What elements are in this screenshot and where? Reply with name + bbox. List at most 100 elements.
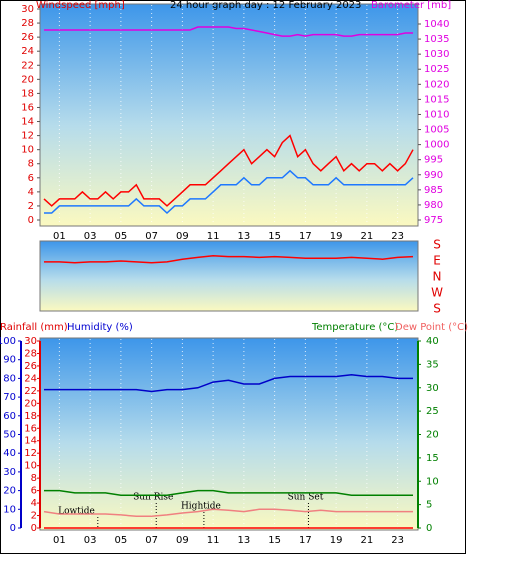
x-tick-label: 07 [145,231,158,242]
x-tick-label: 01 [53,535,66,546]
x-tick-label: 03 [84,231,97,242]
x-tick-label: 03 [84,535,97,546]
x-tick-label: 21 [361,231,374,242]
y-tick-label: 1035 [424,34,449,45]
y-tick-label: 985 [424,185,443,196]
y-tick-label: 50 [3,430,16,441]
y-tick-label: 20 [3,486,16,497]
y-tick-label: 1025 [424,64,449,75]
y-tick-label: 6 [31,486,37,497]
y-tick-label: 995 [424,155,443,166]
y-tick-label: 10 [21,145,34,156]
y-tick-label: 6 [28,173,34,184]
y-tick-label: 990 [424,170,443,181]
y-tick-label: 80 [3,373,16,384]
y-tick-label: 12 [24,448,37,459]
y-tick-label: 15 [426,453,439,464]
series-line [44,169,414,215]
y-tick-label: 26 [24,361,37,372]
baro-axis-label: Barometer [mb] [371,0,451,11]
y-tick-label: 10 [24,461,37,472]
y-tick-label: E [433,254,441,268]
y-tick-label: W [431,286,443,300]
x-tick-label: 05 [115,535,128,546]
annotation: Hightide [181,502,221,512]
y-tick-label: 2 [31,511,37,522]
y-tick-label: 24 [24,373,37,384]
y-tick-label: 1005 [424,125,449,136]
y-tick-label: 5 [426,500,432,511]
y-tick-label: 1030 [424,49,449,60]
y-tick-label: 4 [31,498,37,509]
y-tick-label: 1015 [424,94,449,105]
y-tick-label: 30 [24,336,37,347]
x-tick-label: 17 [299,535,312,546]
x-tick-label: 13 [238,231,251,242]
chart-title: 24 hour graph day : 12 February 2023 [170,0,361,11]
climate-panel [39,337,419,531]
x-tick-label: 15 [268,535,281,546]
y-tick-label: 10 [3,504,16,515]
series-line [44,254,414,264]
y-tick-label: 16 [24,423,37,434]
y-tick-label: 20 [24,398,37,409]
y-tick-label: 1020 [424,79,449,90]
y-tick-label: 26 [21,32,34,43]
y-tick-label: 1040 [424,19,449,30]
series-line [43,134,414,207]
y-tick-label: 0 [31,523,37,534]
direction-panel [39,240,419,312]
y-tick-label: 18 [21,88,34,99]
y-tick-label: N [433,270,442,284]
y-tick-label: 30 [3,467,16,478]
y-tick-label: 980 [424,200,443,211]
y-tick-label: 20 [21,74,34,85]
y-tick-label: 2 [28,201,34,212]
y-tick-label: 60 [3,411,16,422]
dew-axis-label: Dew Point (°C) [395,322,468,333]
y-tick-label: 28 [24,348,37,359]
y-tick-label: 0 [28,215,34,226]
y-tick-label: S [433,302,441,316]
y-tick-label: 12 [21,131,34,142]
x-tick-label: 23 [391,231,404,242]
y-tick-label: 25 [426,406,439,417]
y-tick-label: 18 [24,411,37,422]
series-line [43,508,413,518]
y-tick-label: 28 [21,18,34,29]
y-tick-label: 4 [28,187,34,198]
y-tick-label: 16 [21,102,34,113]
x-tick-label: 23 [391,535,404,546]
x-tick-label: 11 [207,535,220,546]
y-tick-label: 1000 [424,140,449,151]
x-tick-label: 05 [115,231,128,242]
y-tick-label: 10 [426,476,439,487]
x-tick-label: 01 [53,231,66,242]
y-tick-label: 14 [24,436,37,447]
x-tick-label: 17 [299,231,312,242]
y-tick-label: 30 [21,4,34,15]
x-tick-label: 13 [238,535,251,546]
humidity-axis-label: Humidity (%) [67,322,133,333]
series-line [44,489,413,497]
annotation: Lowtide [58,507,95,517]
wind-panel [39,3,419,227]
x-tick-label: 11 [207,231,220,242]
y-tick-label: 24 [21,46,34,57]
y-tick-label: 0 [10,523,16,534]
y-tick-label: 40 [426,336,439,347]
x-tick-label: 21 [361,535,374,546]
annotation: Sun Set [288,493,324,503]
x-tick-label: 19 [330,535,343,546]
y-tick-label: 975 [424,215,443,226]
y-tick-label: 90 [3,355,16,366]
y-tick-label: 22 [21,60,34,71]
x-tick-label: 07 [145,535,158,546]
x-tick-label: 09 [176,535,189,546]
rain-axis-label: Rainfall (mm) [0,322,68,333]
y-tick-label: 35 [426,359,439,370]
y-tick-label: 8 [28,159,34,170]
y-tick-label: 14 [21,117,34,128]
y-tick-label: 8 [31,473,37,484]
